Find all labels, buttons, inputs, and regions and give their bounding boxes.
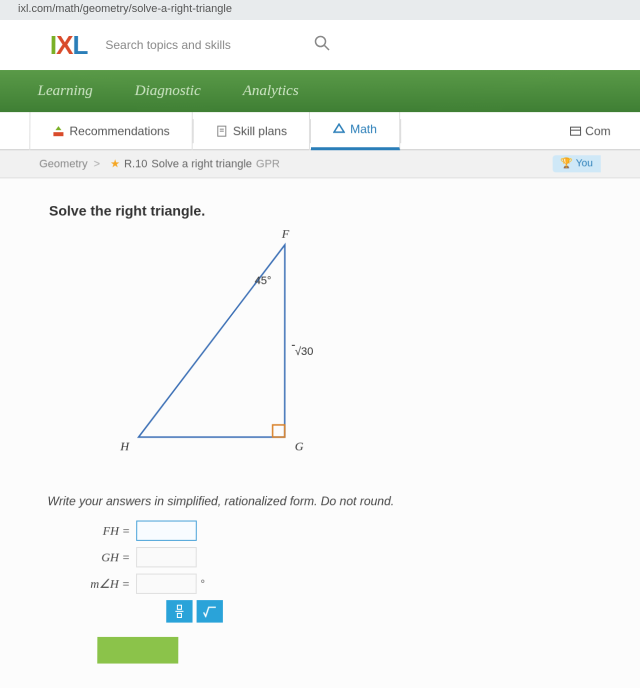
side-FG: √30 [292,346,313,358]
page: IXL Search topics and skills Learning Di… [0,20,640,688]
recommendations-icon [52,125,64,137]
star-icon: ★ [110,157,120,170]
instruction: Solve the right triangle. [49,203,591,219]
nav-learning[interactable]: Learning [38,83,93,100]
degree-symbol: ° [201,578,205,589]
tab-recommendations[interactable]: Recommendations [29,112,193,150]
tab-skill-plans-label: Skill plans [233,124,287,138]
math-tool-buttons [166,600,593,622]
search-input[interactable]: Search topics and skills [105,38,230,52]
answer-section: FH = GH = m∠H = ° [77,521,593,623]
breadcrumb-code: R.10 [124,158,147,170]
instruction-2: Write your answers in simplified, ration… [47,494,592,508]
input-GH[interactable] [136,547,197,567]
nav-diagnostic[interactable]: Diagnostic [135,83,201,100]
breadcrumb: Geometry > ★ R.10 Solve a right triangle… [0,150,640,178]
nav-analytics[interactable]: Analytics [243,83,299,100]
url-bar: ixl.com/math/geometry/solve-a-right-tria… [0,0,640,20]
label-GH: GH = [77,550,130,565]
triangle-svg [128,235,310,458]
sqrt-button[interactable] [197,600,223,622]
logo-x: X [56,29,73,59]
search-icon[interactable] [314,34,330,55]
vertex-F: F [282,227,289,242]
label-mH: m∠H = [77,576,130,591]
vertex-H: H [120,439,129,454]
logo[interactable]: IXL [50,29,88,60]
main-nav: Learning Diagnostic Analytics [0,70,640,112]
fraction-button[interactable] [166,600,192,622]
breadcrumb-title: Solve a right triangle [151,158,252,170]
tab-common[interactable]: Com [569,124,611,138]
submit-button[interactable] [97,637,178,664]
trophy-label: You [576,158,593,169]
label-FH: FH = [78,523,131,538]
content-area: Solve the right triangle. F G H 45° √30 … [0,178,640,688]
top-search-bar: IXL Search topics and skills [0,20,640,70]
tab-math-label: Math [350,122,377,136]
vertex-G: G [295,439,304,454]
breadcrumb-tag: GPR [256,158,280,170]
trophy-badge[interactable]: 🏆 You [552,155,601,172]
divider [400,119,401,143]
input-FH[interactable] [136,521,197,541]
math-icon [333,123,345,135]
angle-F: 45° [255,275,272,287]
answer-row-FH: FH = [78,521,593,541]
input-mH[interactable] [136,574,197,594]
tab-math[interactable]: Math [311,112,400,150]
logo-l: L [72,29,87,59]
skill-plans-icon [216,125,228,137]
breadcrumb-subject[interactable]: Geometry [39,158,87,170]
sub-nav: Recommendations Skill plans Math Com [0,112,640,150]
breadcrumb-arrow: > [94,158,101,170]
tab-common-label: Com [585,124,610,138]
trophy-icon: 🏆 [560,158,573,169]
common-icon [569,125,581,137]
answer-row-GH: GH = [77,547,592,567]
tab-skill-plans[interactable]: Skill plans [194,112,310,150]
url-text: ixl.com/math/geometry/solve-a-right-tria… [18,3,232,15]
tab-recommendations-label: Recommendations [69,124,169,138]
triangle-figure: F G H 45° √30 [88,227,350,480]
answer-row-mH: m∠H = ° [77,574,593,594]
